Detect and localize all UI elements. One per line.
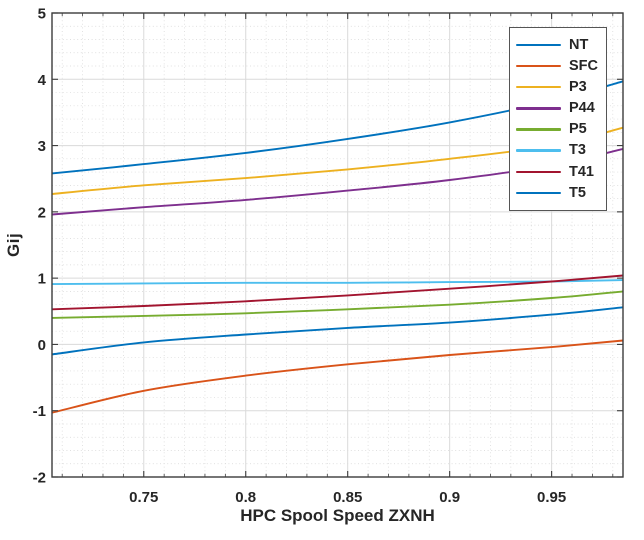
series-line-P5 bbox=[51, 290, 624, 319]
legend-entry-P3: P3 bbox=[516, 80, 606, 95]
legend-line-sample-T3 bbox=[516, 149, 561, 152]
legend-label-NT: NT bbox=[569, 36, 589, 53]
series-line-T5 bbox=[51, 306, 624, 356]
legend-entry-T3: T3 bbox=[516, 143, 606, 158]
x-tick-label: 0.8 bbox=[235, 489, 256, 506]
legend-entry-T41: T41 bbox=[516, 165, 606, 180]
axes-box bbox=[51, 12, 624, 478]
legend-label-SFC: SFC bbox=[569, 57, 598, 74]
legend-line-sample-P3 bbox=[516, 85, 561, 89]
series-line-T41 bbox=[51, 274, 624, 311]
legend-label-P3: P3 bbox=[569, 78, 587, 95]
ticks bbox=[52, 12, 623, 478]
y-tick-label: 1 bbox=[38, 271, 46, 288]
legend-label-T5: T5 bbox=[569, 184, 586, 201]
y-tick-label: -2 bbox=[33, 470, 46, 487]
legend-label-P44: P44 bbox=[569, 100, 595, 117]
legend-line-sample-P44 bbox=[516, 107, 561, 110]
x-tick-label: 0.85 bbox=[333, 489, 362, 506]
y-tick-label: 5 bbox=[38, 6, 46, 23]
x-tick-label: 0.9 bbox=[439, 489, 460, 506]
legend: NT SFC P3 P44 P5 T3 T41 T5 bbox=[509, 27, 607, 211]
y-tick-label: 0 bbox=[38, 337, 46, 354]
y-tick-label: 3 bbox=[38, 138, 46, 155]
legend-line-sample-T5 bbox=[516, 191, 561, 195]
x-tick-label: 0.75 bbox=[129, 489, 158, 506]
series-line-SFC bbox=[51, 339, 624, 414]
y-axis-label: Gij bbox=[4, 232, 23, 258]
legend-line-sample-T41 bbox=[516, 170, 561, 174]
legend-line-sample-NT bbox=[516, 43, 561, 47]
legend-label-P5: P5 bbox=[569, 121, 587, 138]
tick-labels: 0.75 0.8 0.85 0.9 0.95 -2 -1 0 1 2 3 4 5 bbox=[33, 6, 567, 507]
legend-entry-P44: P44 bbox=[516, 101, 606, 116]
legend-entry-T5: T5 bbox=[516, 186, 606, 201]
legend-label-T41: T41 bbox=[569, 163, 594, 180]
legend-entry-NT: NT bbox=[516, 38, 606, 53]
x-axis-label: HPC Spool Speed ZXNH bbox=[240, 506, 435, 525]
y-tick-label: 2 bbox=[38, 204, 46, 221]
x-tick-label: 0.95 bbox=[537, 489, 566, 506]
legend-line-sample-SFC bbox=[516, 64, 561, 68]
y-tick-label: 4 bbox=[38, 72, 47, 89]
legend-entry-P5: P5 bbox=[516, 122, 606, 137]
y-tick-label: -1 bbox=[33, 403, 46, 420]
legend-line-sample-P5 bbox=[516, 128, 561, 131]
legend-label-T3: T3 bbox=[569, 142, 586, 159]
legend-entry-SFC: SFC bbox=[516, 59, 606, 74]
